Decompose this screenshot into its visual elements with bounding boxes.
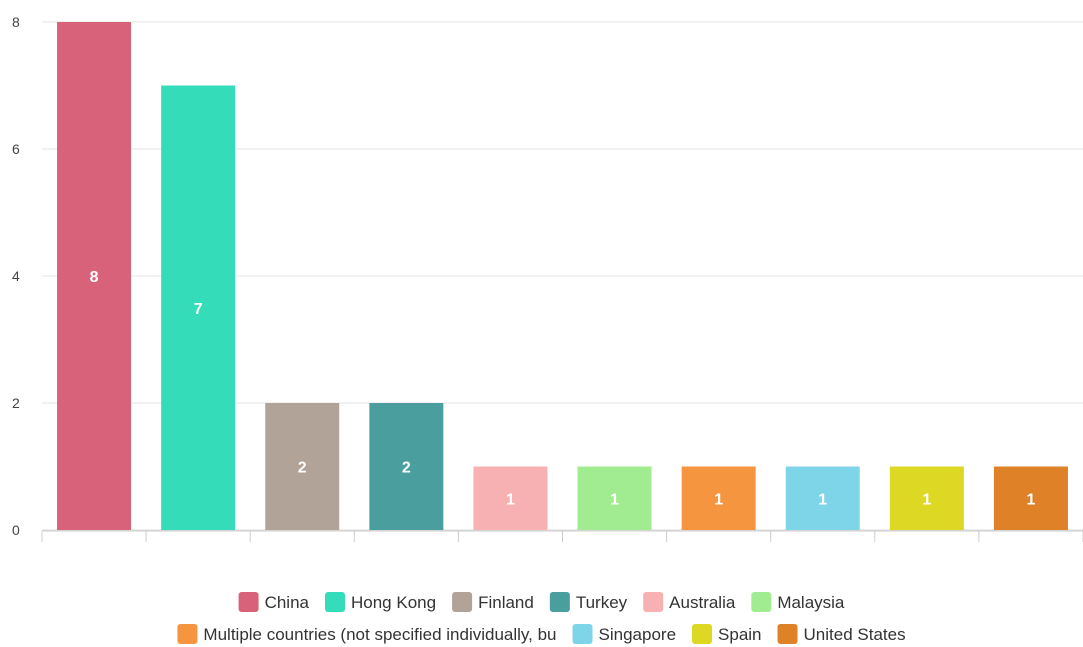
legend-swatch — [177, 624, 198, 644]
y-tick-label: 2 — [12, 395, 20, 411]
bars — [57, 22, 1068, 530]
legend-swatch — [643, 592, 664, 612]
bar[interactable] — [57, 22, 132, 530]
legend-label: China — [265, 593, 310, 612]
bar[interactable] — [889, 466, 964, 531]
legend-item[interactable]: Multiple countries (not specified indivi… — [177, 624, 557, 644]
data-label: 1 — [818, 491, 827, 508]
legend-label: United States — [804, 625, 906, 644]
y-tick-label: 0 — [12, 522, 20, 538]
data-label: 1 — [922, 491, 931, 508]
y-tick-label: 6 — [12, 141, 20, 157]
bar[interactable] — [161, 85, 236, 531]
legend-swatch — [238, 592, 259, 612]
legend-item[interactable]: Turkey — [549, 592, 628, 612]
data-label: 2 — [298, 460, 307, 477]
data-label: 1 — [1026, 491, 1035, 508]
data-labels: 8 7 2 2 1 1 1 1 1 1 — [90, 269, 1036, 508]
bar[interactable] — [369, 403, 444, 530]
legend-item[interactable]: China — [238, 592, 310, 612]
bar[interactable] — [577, 466, 652, 531]
legend-swatch — [751, 592, 772, 612]
data-label: 1 — [506, 491, 515, 508]
legend-swatch — [777, 624, 798, 644]
y-tick-label: 4 — [12, 268, 20, 284]
bar[interactable] — [993, 466, 1068, 531]
x-axis — [41, 530, 1083, 542]
legend-item[interactable]: Spain — [692, 624, 762, 644]
legend-item[interactable]: Finland — [452, 592, 534, 612]
data-label: 2 — [402, 460, 411, 477]
bar[interactable] — [681, 466, 756, 531]
data-label: 1 — [714, 491, 723, 508]
legend-label: Singapore — [599, 625, 677, 644]
y-axis-ticks: 0 2 4 6 8 — [12, 14, 20, 538]
legend-label: Malaysia — [777, 593, 845, 612]
legend-item[interactable]: Hong Kong — [325, 592, 436, 612]
legend-item[interactable]: United States — [777, 624, 906, 644]
legend-item[interactable]: Singapore — [572, 624, 677, 644]
legend-label: Multiple countries (not specified indivi… — [203, 625, 556, 644]
bar[interactable] — [785, 466, 860, 531]
legend-label: Hong Kong — [351, 593, 436, 612]
legend-swatch — [325, 592, 346, 612]
legend-swatch — [549, 592, 570, 612]
legend-label: Spain — [718, 625, 761, 644]
legend-label: Turkey — [576, 593, 628, 612]
bar[interactable] — [265, 403, 340, 530]
legend: China Hong Kong Finland Turkey Australia Mala… — [177, 592, 906, 644]
data-label: 1 — [610, 491, 619, 508]
legend-swatch — [692, 624, 713, 644]
data-label: 8 — [90, 269, 99, 286]
y-tick-label: 8 — [12, 14, 20, 30]
data-label: 7 — [194, 301, 203, 318]
legend-swatch — [572, 624, 593, 644]
bar[interactable] — [473, 466, 548, 531]
legend-item[interactable]: Malaysia — [751, 592, 845, 612]
legend-label: Australia — [669, 593, 736, 612]
legend-label: Finland — [478, 593, 534, 612]
legend-swatch — [452, 592, 473, 612]
legend-item[interactable]: Australia — [643, 592, 736, 612]
